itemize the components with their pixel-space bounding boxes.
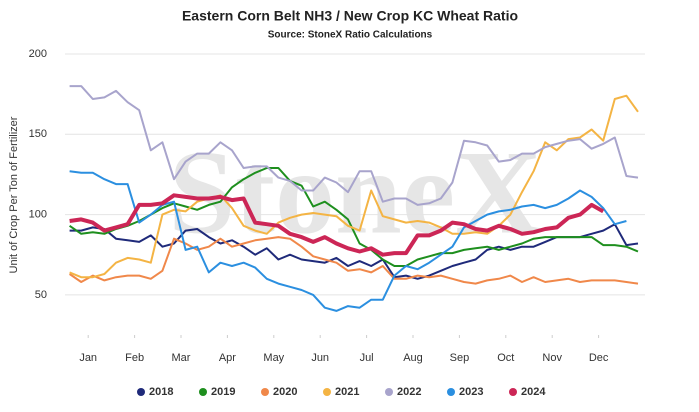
legend-label: 2021 (335, 386, 359, 398)
x-tick-label: Jun (311, 352, 329, 364)
legend-label: 2024 (521, 386, 546, 398)
x-tick-label: Mar (172, 352, 191, 364)
x-tick-label: Aug (403, 352, 423, 364)
x-tick-label: Sep (450, 352, 470, 364)
x-tick-label: Nov (542, 352, 562, 364)
x-tick-label: Apr (219, 352, 236, 364)
y-tick-label: 50 (35, 289, 47, 301)
x-tick-label: Feb (125, 352, 144, 364)
legend-marker (137, 388, 145, 396)
legend-marker (447, 388, 455, 396)
x-tick-label: Jan (79, 352, 97, 364)
chart-subtitle: Source: StoneX Ratio Calculations (268, 30, 433, 41)
line-series (69, 223, 639, 280)
legend-marker (261, 388, 269, 396)
legend-label: 2018 (149, 386, 173, 398)
y-axis-label: Unit of Crop Per Ton of Fertilizer (8, 116, 20, 273)
y-tick-label: 100 (29, 208, 47, 220)
chart-title: Eastern Corn Belt NH3 / New Crop KC Whea… (182, 8, 518, 24)
line-series (69, 85, 639, 206)
line-series (69, 167, 639, 267)
line-series (69, 193, 605, 257)
x-tick-label: Jul (360, 352, 374, 364)
x-tick-label: Dec (589, 352, 609, 364)
legend-label: 2022 (397, 386, 421, 398)
line-series (69, 236, 639, 285)
legend-marker (385, 388, 393, 396)
watermark: StoneX (168, 126, 541, 259)
x-tick-label: May (263, 352, 284, 364)
legend-marker (199, 388, 207, 396)
legend-marker (509, 388, 517, 396)
x-tick-label: Oct (497, 352, 514, 364)
legend-label: 2019 (211, 386, 235, 398)
y-tick-label: 150 (29, 128, 47, 140)
legend-label: 2020 (273, 386, 297, 398)
legend-marker (323, 388, 331, 396)
legend-label: 2023 (459, 386, 483, 398)
y-tick-label: 200 (29, 48, 47, 60)
